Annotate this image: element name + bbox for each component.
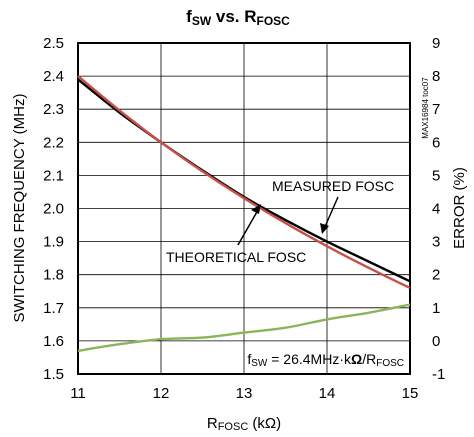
annotation-theoretical: THEORETICAL FOSC	[166, 249, 306, 265]
y2-tick-9: 8	[432, 68, 440, 85]
y-tick-8: 2.3	[43, 101, 64, 118]
y2-tick-3: 2	[432, 267, 440, 284]
y-tick-5: 2.0	[43, 201, 64, 218]
y2-tick-2: 1	[432, 300, 440, 317]
arrow-measured	[323, 196, 339, 230]
formula-annotation: fSW = 26.4MHz·kΩ/RFOSC	[247, 351, 404, 369]
arrow-theoretical	[237, 209, 259, 246]
y-tick-9: 2.4	[43, 68, 64, 85]
x-axis-label: RFOSC (kΩ)	[207, 415, 281, 433]
y2-tick-5: 4	[432, 201, 440, 218]
y-tick-1: 1.6	[43, 333, 64, 350]
y-tick-labels: 1.5 1.6 1.7 1.8 1.9 2.0 2.1 2.2 2.3 2.4 2.5	[43, 35, 64, 383]
x-tick-2: 13	[236, 385, 253, 402]
x-tick-0: 11	[70, 385, 86, 402]
y2-tick-labels: -1 0 1 2 3 4 5 6 7 8 9	[432, 35, 445, 383]
y2-tick-6: 5	[432, 167, 440, 184]
y-tick-10: 2.5	[43, 35, 64, 52]
y2-tick-4: 3	[432, 234, 440, 251]
y-tick-3: 1.8	[43, 267, 64, 284]
y-tick-4: 1.9	[43, 234, 64, 251]
y-axis-label: SWITCHING FREQUENCY (MHz)	[11, 94, 28, 323]
y-tick-0: 1.5	[43, 366, 64, 383]
x-tick-3: 14	[319, 385, 336, 402]
y-tick-2: 1.7	[43, 300, 64, 317]
x-tick-1: 12	[153, 385, 170, 402]
series-theoretical-line	[77, 75, 411, 289]
arrowhead-measured	[320, 223, 329, 234]
y2-tick-8: 7	[432, 101, 440, 118]
y2-tick-7: 6	[432, 134, 440, 151]
series-group	[77, 75, 411, 352]
y-tick-6: 2.1	[43, 167, 64, 184]
part-number: MAX16984 toc07	[421, 77, 430, 139]
y2-axis-label: ERROR (%)	[451, 167, 468, 249]
y2-tick-10: 9	[432, 35, 440, 52]
annotation-measured: MEASURED FOSC	[272, 178, 394, 194]
arrowhead-theoretical	[251, 204, 261, 214]
y2-tick-0: -1	[432, 366, 445, 383]
x-tick-4: 15	[402, 385, 419, 402]
plot-frame	[77, 42, 411, 375]
grid	[77, 42, 411, 375]
x-tick-labels: 11 12 13 14 15	[70, 385, 418, 402]
y-tick-7: 2.2	[43, 134, 64, 151]
y2-tick-1: 0	[432, 333, 440, 350]
series-error-line	[77, 303, 411, 352]
chart-title: fSW vs. RFOSC	[186, 7, 290, 28]
